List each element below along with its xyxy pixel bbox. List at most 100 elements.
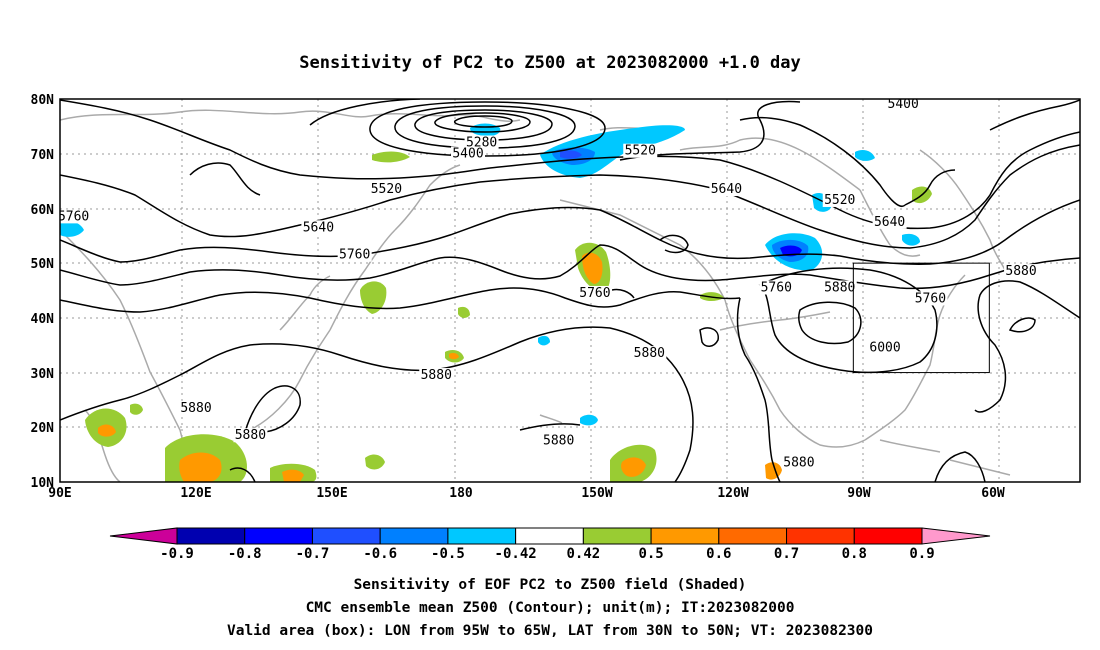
- figure-title: Sensitivity of PC2 to Z500 at 2023082000…: [299, 53, 801, 73]
- lat-tick-label: 10N: [31, 476, 55, 491]
- lon-tick-label: 90W: [847, 486, 871, 501]
- contour-label-bg: [868, 340, 903, 355]
- colorbar-label: 0.5: [638, 546, 663, 562]
- valid-area-box: [852, 262, 990, 374]
- contour-label-bg: [60, 209, 91, 224]
- contour-label: 5400: [452, 146, 483, 161]
- contour-label-bg: [577, 285, 612, 300]
- contour-label-bg: [781, 455, 816, 470]
- contour-label: 5520: [824, 193, 855, 208]
- contour-label-bg: [822, 192, 857, 207]
- lat-tick-label: 40N: [31, 312, 55, 327]
- colorbar: -0.9 -0.8 -0.7 -0.6 -0.5 -0.42 0.42 0.5 0.6 0.7 0.…: [109, 527, 991, 562]
- colorbar-high-arrow: [921, 527, 991, 545]
- contour-label: 5880: [783, 456, 814, 471]
- lon-tick-label: 120W: [717, 486, 748, 501]
- colorbar-box: [515, 527, 584, 545]
- colorbar-label: 0.6: [706, 546, 731, 562]
- contour-label: 5760: [761, 281, 792, 296]
- contour-label-bg: [337, 247, 372, 262]
- colorbar-label: 0.42: [567, 546, 601, 562]
- colorbar-label: -0.6: [363, 546, 397, 562]
- colorbar-label: -0.8: [228, 546, 262, 562]
- contour-label-bg: [872, 214, 907, 229]
- colorbar-box: [176, 527, 246, 545]
- contour-label-bg: [233, 428, 268, 443]
- colorbar-label: 0.8: [842, 546, 867, 562]
- contour-label-bg: [1004, 264, 1039, 279]
- contour-label: 5760: [915, 291, 946, 306]
- colorbar-box: [311, 527, 381, 545]
- contour-label: 5880: [543, 434, 574, 449]
- colorbar-boxes: [176, 527, 923, 545]
- contour-label-bg: [464, 135, 499, 150]
- contour-label: 5760: [579, 286, 610, 301]
- contour-label: 5880: [824, 281, 855, 296]
- contour-label-bg: [451, 146, 485, 161]
- contour-label-bg: [709, 182, 744, 197]
- contour-label-bg: [541, 433, 576, 448]
- colorbar-box: [650, 527, 720, 545]
- colorbar-label: 0.9: [909, 546, 934, 562]
- lat-tick-label: 20N: [31, 421, 55, 436]
- colorbar-label: 0.7: [774, 546, 799, 562]
- lon-tick-label: 120E: [180, 486, 211, 501]
- contour-label-bg: [179, 400, 213, 415]
- contour-label: 5400: [888, 97, 919, 112]
- lat-tick-label: 70N: [31, 148, 55, 163]
- contour-label: 5640: [711, 182, 742, 197]
- lat-tick-label: 60N: [31, 203, 55, 218]
- colorbar-label: -0.42: [495, 546, 537, 562]
- contour-label-bg: [822, 280, 857, 295]
- footer-line-3: Valid area (box): LON from 95W to 65W, L…: [227, 623, 873, 639]
- colorbar-box: [853, 527, 923, 545]
- contour-label-bg: [759, 280, 794, 295]
- colorbar-labels: -0.9 -0.8 -0.7 -0.6 -0.5 -0.42 0.42 0.5 0.6 0.7 0.…: [160, 546, 935, 562]
- lon-tick-label: 90E: [48, 486, 71, 501]
- contour-label: 5640: [303, 220, 334, 235]
- colorbar-box: [718, 527, 788, 545]
- contour-label-bg: [886, 99, 921, 112]
- colorbar-label: -0.9: [160, 546, 194, 562]
- colorbar-box: [244, 527, 313, 545]
- lat-tick-label: 30N: [31, 367, 55, 382]
- colorbar-label: -0.7: [296, 546, 330, 562]
- lon-tick-label: 150E: [316, 486, 347, 501]
- contour-label: 5760: [339, 248, 370, 263]
- contour-label: 5520: [371, 182, 402, 197]
- colorbar-box: [447, 527, 517, 545]
- contour-label: 6000: [869, 341, 900, 356]
- lon-tick-label: 150W: [581, 486, 612, 501]
- lon-tick-label: 60W: [981, 486, 1005, 501]
- contour-label: 5520: [625, 144, 656, 159]
- lat-tick-label: 80N: [31, 93, 55, 108]
- contour-label: 5880: [421, 368, 452, 383]
- lon-tick-label: 180: [449, 486, 473, 501]
- contour-label-bg: [419, 368, 454, 383]
- shaded-sensitivity-regions: [60, 123, 932, 482]
- colorbar-box: [786, 527, 855, 545]
- colorbar-box: [379, 527, 449, 545]
- contour-label-bg: [632, 346, 667, 361]
- contour-label-bg: [623, 143, 658, 158]
- contour-label-bg: [913, 291, 948, 306]
- lat-tick-label: 50N: [31, 257, 55, 272]
- contour-label-bg: [301, 220, 336, 235]
- contour-label: 5760: [58, 209, 89, 224]
- colorbar-low-arrow: [109, 527, 178, 545]
- footer-line-1: Sensitivity of EOF PC2 to Z500 field (Sh…: [354, 577, 747, 593]
- contour-label-bg: [369, 182, 404, 197]
- contour-label: 5880: [235, 428, 266, 443]
- contour-label: 5640: [874, 215, 905, 230]
- axis-ticks: 90E 120E 150E 180 150W 120W 90W 60W 80N …: [31, 93, 1005, 501]
- colorbar-label: -0.5: [431, 546, 465, 562]
- footer-line-2: CMC ensemble mean Z500 (Contour); unit(m…: [306, 600, 795, 616]
- map-frame: [59, 98, 1081, 483]
- contour-label: 5880: [180, 401, 211, 416]
- contour-label: 5880: [634, 346, 665, 361]
- contour-label: 5880: [1005, 264, 1036, 279]
- colorbar-box: [582, 527, 652, 545]
